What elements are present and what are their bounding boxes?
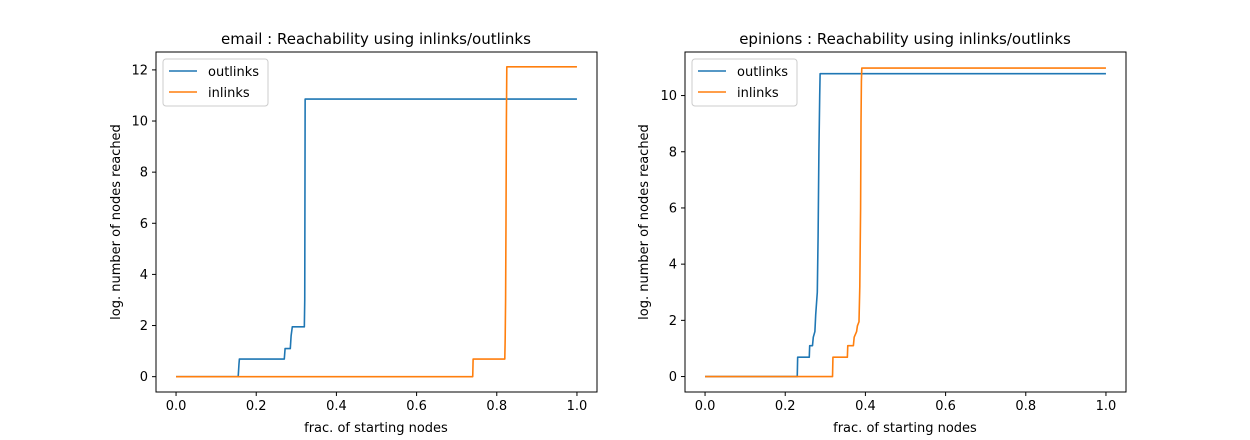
plot-area: 0.0 0.2 0.4 0.6 0.8 1.0 0 2 4 6 8 10 12 [131,63,587,414]
chart-title: email : Reachability using inlinks/outli… [221,30,531,48]
x-tick-label: 1.0 [1096,399,1117,414]
chart-title: epinions : Reachability using inlinks/ou… [739,30,1071,48]
legend: outlinks inlinks [162,58,269,107]
x-tick-label: 0.0 [166,399,187,414]
x-axis-label: frac. of starting nodes [304,421,448,436]
axes-frame [684,51,1127,393]
x-tick-label: 0.8 [486,399,507,414]
chart-epinions: epinions : Reachability using inlinks/ou… [637,30,1127,436]
chart-email: email : Reachability using inlinks/outli… [109,30,598,436]
x-tick-label: 0.0 [695,399,716,414]
y-tick-label: 4 [140,268,148,283]
series-line-inlinks [176,66,577,378]
axes-frame [155,51,598,393]
x-tick-label: 1.0 [567,399,588,414]
x-tick-label: 0.4 [855,399,876,414]
y-tick-label: 10 [660,89,677,104]
series-line-inlinks [705,67,1106,378]
series-line-outlinks [176,98,577,378]
x-tick-label: 0.2 [246,399,267,414]
y-axis-label: log. number of nodes reached [109,124,124,320]
x-tick-label: 0.6 [406,399,427,414]
y-tick-label: 6 [669,201,677,216]
y-tick-label: 4 [669,258,677,273]
x-axis-label: frac. of starting nodes [833,421,977,436]
plot-area: 0.0 0.2 0.4 0.6 0.8 1.0 0 2 4 6 8 10 [660,67,1117,414]
series-line-outlinks [705,72,1106,378]
y-tick-label: 0 [669,370,677,385]
y-axis-label: log. number of nodes reached [637,124,652,320]
y-tick-label: 6 [140,217,148,232]
x-tick-label: 0.4 [326,399,347,414]
y-tick-label: 2 [669,314,677,329]
x-tick-label: 0.6 [935,399,956,414]
legend: outlinks inlinks [691,58,798,107]
legend-label-outlinks: outlinks [208,65,259,80]
y-tick-label: 8 [669,145,677,160]
legend-label-inlinks: inlinks [737,86,779,101]
x-tick-label: 0.2 [775,399,796,414]
legend-label-inlinks: inlinks [208,86,250,101]
y-tick-label: 8 [140,166,148,181]
y-tick-label: 12 [131,63,148,78]
y-tick-label: 0 [140,370,148,385]
legend-label-outlinks: outlinks [737,65,788,80]
y-tick-label: 2 [140,319,148,334]
y-tick-label: 10 [131,115,148,130]
x-tick-label: 0.8 [1015,399,1036,414]
